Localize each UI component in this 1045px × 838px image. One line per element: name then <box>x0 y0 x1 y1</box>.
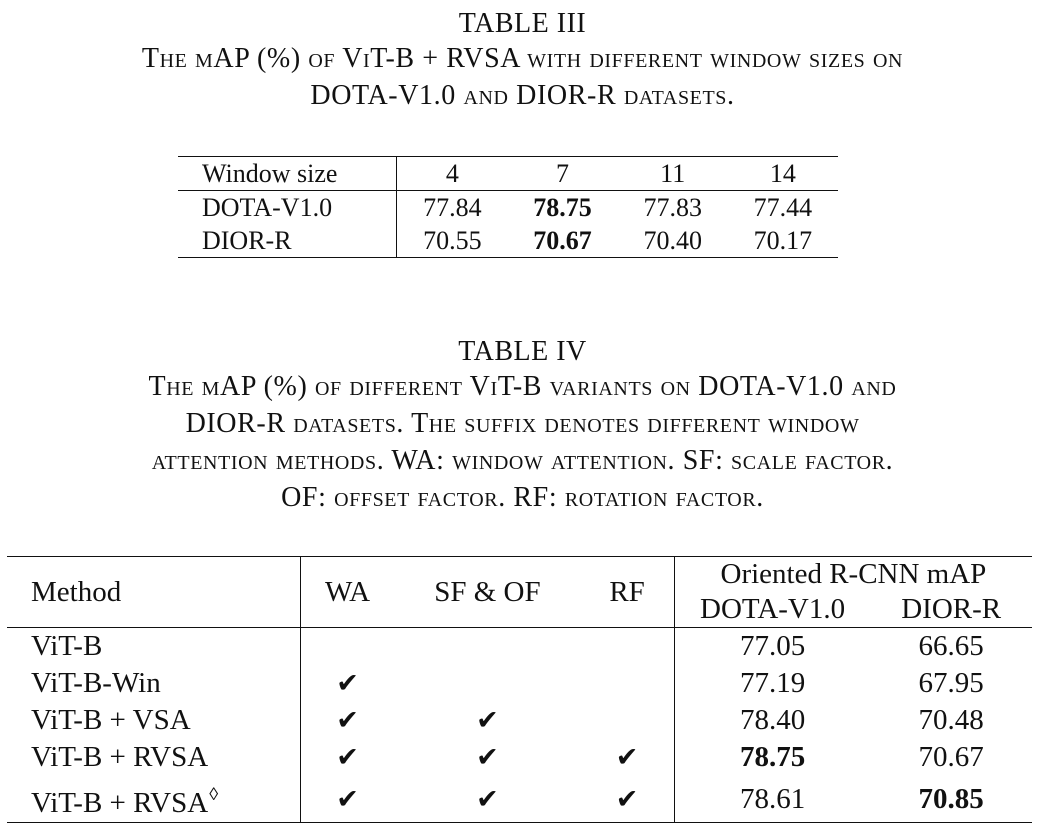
dior-value: 66.65 <box>918 630 984 662</box>
dota-value: 78.61 <box>739 782 806 815</box>
check-icon: ✔ <box>336 705 359 736</box>
table-3-caption-line: DOTA-V1.0 and DIOR-R datasets. <box>310 80 735 111</box>
table-3-caption: TABLE III The mAP (%) of ViT-B + RVSA wi… <box>0 8 1045 114</box>
table-row: DOTA-V1.0 77.84 78.75 77.83 77.44 <box>178 190 838 224</box>
dota-value: 77.19 <box>739 667 806 699</box>
check-icon <box>580 627 675 665</box>
table-3-caption-line: The mAP (%) of ViT-B + RVSA with differe… <box>141 43 904 74</box>
cell-value-best: 78.75 <box>533 193 592 222</box>
check-icon <box>300 628 394 666</box>
method-name: ViT-B <box>7 627 301 665</box>
dior-value: 67.95 <box>918 667 984 699</box>
dior-value: 70.67 <box>918 741 984 773</box>
dior-value: 70.48 <box>918 704 984 736</box>
table-row: ViT-B + VSA ✔ ✔ 78.40 70.48 <box>7 702 1032 739</box>
table-4-caption-line: OF: offset factor. RF: rotation factor. <box>281 482 764 513</box>
header-wa: WA <box>324 575 371 608</box>
method-name: ViT-B + RVSA <box>7 739 301 776</box>
header-method: Method <box>7 556 301 628</box>
table-3-label: TABLE III <box>458 8 587 39</box>
header-group-oriented-rcnn: Oriented R-CNN mAP <box>720 558 987 590</box>
check-icon: ✔ <box>476 705 499 736</box>
table-4-caption-line: DIOR-R datasets. The suffix denotes diff… <box>185 408 860 439</box>
dota-value: 77.05 <box>739 630 806 662</box>
table-row: DIOR-R 70.55 70.67 70.40 70.17 <box>178 224 838 258</box>
table-row: ViT-B-Win ✔ 77.19 67.95 <box>7 665 1032 702</box>
cell-value: 70.40 <box>643 226 702 255</box>
row-label: DIOR-R <box>178 224 398 258</box>
table-4-subheader-row: DOTA-V1.0 DIOR-R <box>7 592 1032 628</box>
method-name: ViT-B + VSA <box>7 702 301 739</box>
cell-value: 70.17 <box>753 226 813 255</box>
table-row: ViT-B + RVSA◊ ✔ ✔ ✔ 78.61 70.85 <box>7 776 1032 823</box>
dota-value-best: 78.75 <box>739 741 806 773</box>
diamond-icon: ◊ <box>209 784 219 804</box>
table-4-caption-line: attention methods. WA: window attention.… <box>151 445 894 476</box>
header-size-14: 14 <box>769 159 796 188</box>
header-size-11: 11 <box>660 159 686 188</box>
check-icon: ✔ <box>336 668 359 699</box>
check-icon: ✔ <box>336 783 359 815</box>
table-4: Method WA SF & OF RF Oriented R-CNN mAP … <box>7 556 1032 823</box>
cell-value: 77.83 <box>643 193 702 222</box>
method-name: ViT-B-Win <box>7 665 301 702</box>
method-name-cell: ViT-B + RVSA◊ <box>7 776 301 823</box>
table-4-caption: TABLE IV The mAP (%) of different ViT-B … <box>0 336 1045 516</box>
header-dota: DOTA-V1.0 <box>700 593 846 625</box>
cell-value-best: 70.67 <box>533 226 592 255</box>
check-icon <box>395 628 581 666</box>
header-size-7: 7 <box>556 159 569 188</box>
cell-value: 77.84 <box>423 193 482 222</box>
check-icon: ✔ <box>476 783 499 815</box>
cell-value: 70.55 <box>423 226 482 255</box>
header-dior: DIOR-R <box>901 593 1002 625</box>
check-icon: ✔ <box>336 742 359 773</box>
method-name: ViT-B + RVSA <box>31 787 209 819</box>
check-icon <box>395 665 581 702</box>
table-row: ViT-B 77.05 66.65 <box>7 627 1032 666</box>
table-3: Window size 4 7 11 14 DOTA-V1.0 77.84 78… <box>178 156 838 258</box>
dior-value-best: 70.85 <box>918 782 984 815</box>
table-4-header-row: Method WA SF & OF RF Oriented R-CNN mAP <box>7 556 1032 628</box>
check-icon <box>580 665 675 702</box>
header-window-size: Window size <box>178 156 398 191</box>
table-4-caption-line: The mAP (%) of different ViT-B variants … <box>148 371 897 402</box>
check-icon: ✔ <box>580 776 675 823</box>
table-3-header-row: Window size 4 7 11 14 <box>178 156 838 191</box>
check-icon: ✔ <box>476 742 499 773</box>
header-rf: RF <box>580 556 675 628</box>
check-icon <box>580 702 675 739</box>
check-icon: ✔ <box>580 739 675 776</box>
cell-value: 77.44 <box>753 193 813 222</box>
header-size-4: 4 <box>445 159 459 188</box>
row-label: DOTA-V1.0 <box>178 190 398 224</box>
dota-value: 78.40 <box>739 704 806 736</box>
table-4-label: TABLE IV <box>458 336 587 367</box>
table-row: ViT-B + RVSA ✔ ✔ ✔ 78.75 70.67 <box>7 739 1032 776</box>
header-sf-of: SF & OF <box>434 575 541 608</box>
